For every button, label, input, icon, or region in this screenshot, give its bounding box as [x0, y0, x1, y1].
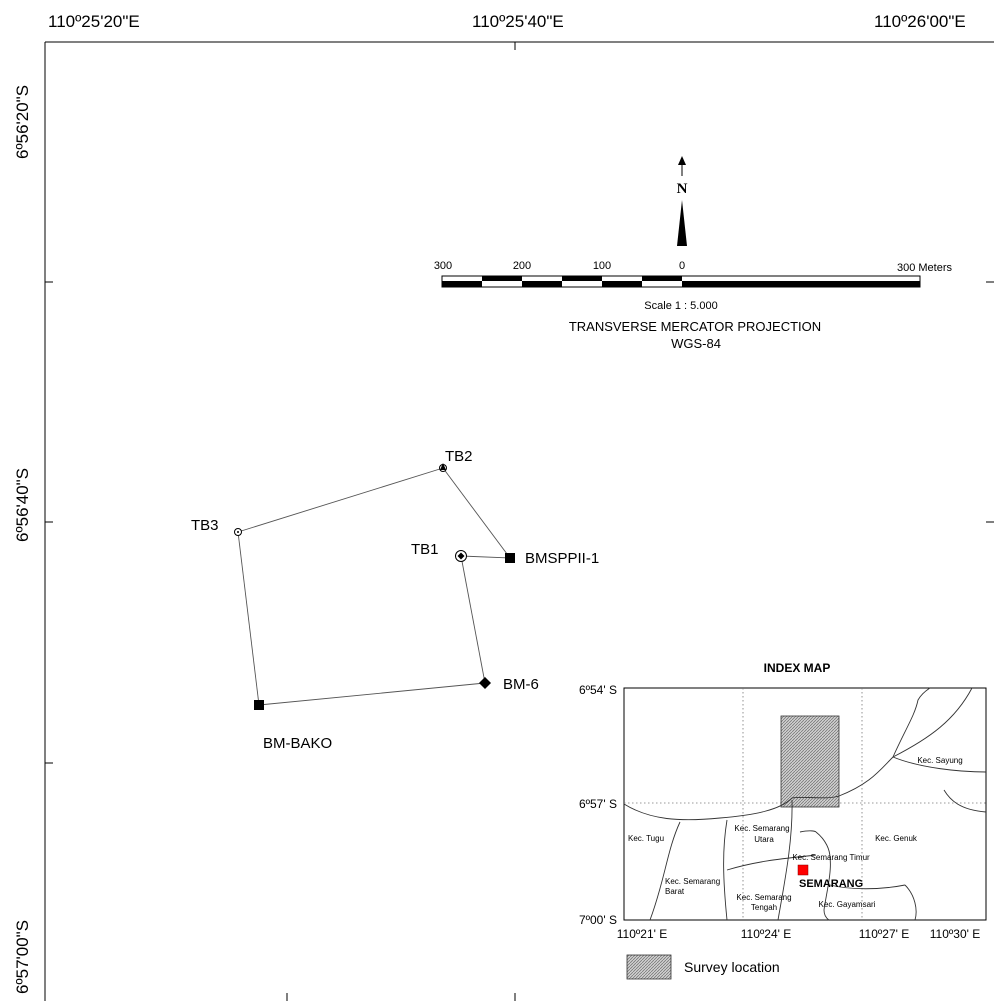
latitude-label-3: 6º57'00"S	[13, 920, 32, 994]
district-semarang-timur: Kec. Semarang Timur	[792, 853, 870, 862]
index-lat-label-1: 6º54' S	[579, 683, 617, 697]
scale-label-200: 200	[513, 260, 531, 272]
scale-text: Scale 1 : 5.000	[644, 300, 717, 312]
district-semarang-utara-2: Utara	[754, 835, 774, 844]
map-frame	[44, 41, 994, 1001]
traverse-lines	[237, 467, 511, 706]
district-semarang-barat-2: Barat	[665, 887, 685, 896]
district-semarang-utara-1: Kec. Semarang	[734, 824, 789, 833]
index-survey-area	[780, 715, 840, 808]
survey-point-bm6	[479, 677, 491, 689]
label-tb2: TB2	[445, 448, 473, 465]
scale-label-0: 0	[679, 260, 685, 272]
semarang-city-marker	[797, 864, 809, 876]
index-lon-label-2: 110º24' E	[741, 927, 792, 941]
longitude-label-3: 110º26'00"E	[874, 12, 966, 31]
longitude-label-2: 110º25'40"E	[472, 12, 564, 31]
district-gayamsari: Kec. Gayamsari	[819, 900, 876, 909]
label-bm6: BM-6	[503, 676, 539, 693]
district-genuk: Kec. Genuk	[875, 834, 918, 843]
label-bmbako: BM-BAKO	[263, 735, 332, 752]
projection-line-1: TRANSVERSE MERCATOR PROJECTION	[569, 319, 821, 334]
scale-label-meters: 300 Meters	[897, 262, 953, 274]
survey-point-tb2	[439, 463, 447, 472]
label-bmsppii1: BMSPPII-1	[525, 550, 599, 567]
longitude-label-1: 110º25'20"E	[48, 12, 140, 31]
survey-point-tb3	[234, 528, 242, 536]
label-tb3: TB3	[191, 517, 219, 534]
latitude-label-1: 6º56'20"S	[13, 85, 32, 159]
survey-point-bmbako	[254, 700, 264, 710]
semarang-city-label: SEMARANG	[799, 878, 863, 890]
scale-bar: 300 200 100 0 300 Meters Scale 1 : 5.000	[434, 260, 953, 312]
survey-point-tb1	[455, 550, 467, 562]
legend-label-survey-location: Survey location	[684, 959, 780, 975]
district-tugu: Kec. Tugu	[628, 834, 664, 843]
scale-label-100: 100	[593, 260, 611, 272]
district-sayung: Kec. Sayung	[917, 756, 962, 765]
index-lon-label-1: 110º21' E	[617, 927, 668, 941]
scale-label-300: 300	[434, 260, 452, 272]
index-map-title: INDEX MAP	[764, 661, 831, 675]
district-semarang-barat-1: Kec. Semarang	[665, 877, 720, 886]
index-lon-label-3: 110º27' E	[859, 927, 910, 941]
district-semarang-tengah-2: Tengah	[751, 903, 777, 912]
north-arrow-icon: N	[677, 156, 688, 246]
north-label: N	[677, 181, 688, 197]
index-lon-label-4: 110º30' E	[930, 927, 981, 941]
legend-swatch-survey-location	[626, 954, 672, 980]
survey-point-bmsppii1	[505, 553, 515, 563]
latitude-label-2: 6º56'40"S	[13, 468, 32, 542]
index-map: Kec. Sayung Kec. Tugu Kec. Semarang Utar…	[623, 687, 987, 921]
district-semarang-tengah-1: Kec. Semarang	[736, 893, 791, 902]
legend: Survey location	[626, 954, 780, 980]
index-lat-label-3: 7º00' S	[579, 913, 617, 927]
projection-line-2: WGS-84	[671, 336, 721, 351]
label-tb1: TB1	[411, 541, 439, 558]
index-lat-label-2: 6º57' S	[579, 797, 617, 811]
